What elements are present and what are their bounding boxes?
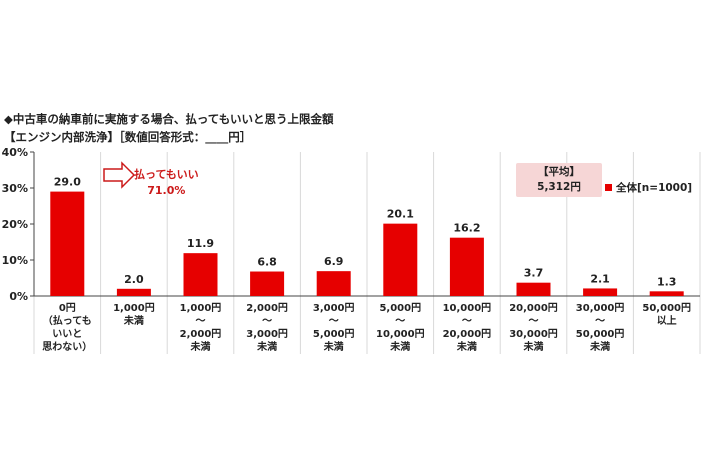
data-label: 2.1 bbox=[590, 272, 610, 285]
average-label: 【平均】 bbox=[538, 166, 580, 178]
chart-title: ◆中古車の納車前に実施する場合、払ってもいいと思う上限金額 bbox=[4, 112, 334, 126]
data-label: 29.0 bbox=[54, 176, 81, 189]
average-value: 5,312円 bbox=[537, 181, 581, 193]
legend-label: 全体[n=1000] bbox=[616, 182, 693, 194]
y-tick-label: 40% bbox=[2, 146, 28, 159]
x-tick-label: 1,000円未満 bbox=[113, 302, 155, 327]
bar bbox=[316, 271, 351, 296]
average-box: 【平均】 5,312円 bbox=[516, 163, 602, 197]
x-tick-label: 2,000円～ 3,000円未満 bbox=[246, 302, 288, 353]
callout: 払ってもいい 71.0% bbox=[134, 167, 199, 199]
legend-swatch bbox=[605, 184, 612, 191]
y-tick-label: 10% bbox=[2, 254, 28, 267]
data-label: 16.2 bbox=[453, 222, 480, 235]
bar bbox=[449, 237, 484, 296]
callout-label: 払ってもいい bbox=[134, 168, 199, 181]
x-tick-label: 50,000円以上 bbox=[642, 302, 691, 327]
x-tick-label: 30,000円～ 50,000円未満 bbox=[576, 302, 625, 353]
bar bbox=[50, 191, 85, 296]
callout-arrow-icon bbox=[103, 161, 136, 189]
bar bbox=[516, 282, 551, 296]
data-label: 11.9 bbox=[187, 237, 214, 250]
callout-value: 71.0% bbox=[147, 184, 186, 197]
bar bbox=[250, 271, 285, 296]
data-label: 1.3 bbox=[657, 275, 677, 288]
x-tick-label: 0円（払ってもいいと思わない） bbox=[42, 302, 92, 353]
x-tick-label: 3,000円～ 5,000円未満 bbox=[313, 302, 355, 353]
chart-subtitle: 【エンジン内部洗浄】［数値回答形式：____円］ bbox=[4, 130, 252, 144]
x-tick-label: 1,000円～ 2,000円未満 bbox=[180, 302, 222, 353]
y-tick-label: 0% bbox=[9, 290, 28, 303]
data-label: 2.0 bbox=[124, 273, 144, 286]
data-label: 20.1 bbox=[387, 208, 414, 221]
y-tick-label: 20% bbox=[2, 218, 28, 231]
x-tick-label: 10,000円～ 20,000円未満 bbox=[443, 302, 492, 353]
bar bbox=[183, 253, 218, 296]
y-tick-label: 30% bbox=[2, 182, 28, 195]
data-label: 3.7 bbox=[524, 267, 544, 280]
bar bbox=[649, 291, 684, 296]
x-tick-label: 5,000円～ 10,000円未満 bbox=[376, 302, 425, 353]
data-label: 6.9 bbox=[324, 255, 344, 268]
bar bbox=[116, 288, 151, 296]
legend: 全体[n=1000] bbox=[605, 180, 692, 195]
data-label: 6.8 bbox=[257, 256, 277, 269]
bar bbox=[583, 288, 618, 296]
x-tick-label: 20,000円～ 30,000円未満 bbox=[509, 302, 558, 353]
bar bbox=[383, 223, 418, 296]
